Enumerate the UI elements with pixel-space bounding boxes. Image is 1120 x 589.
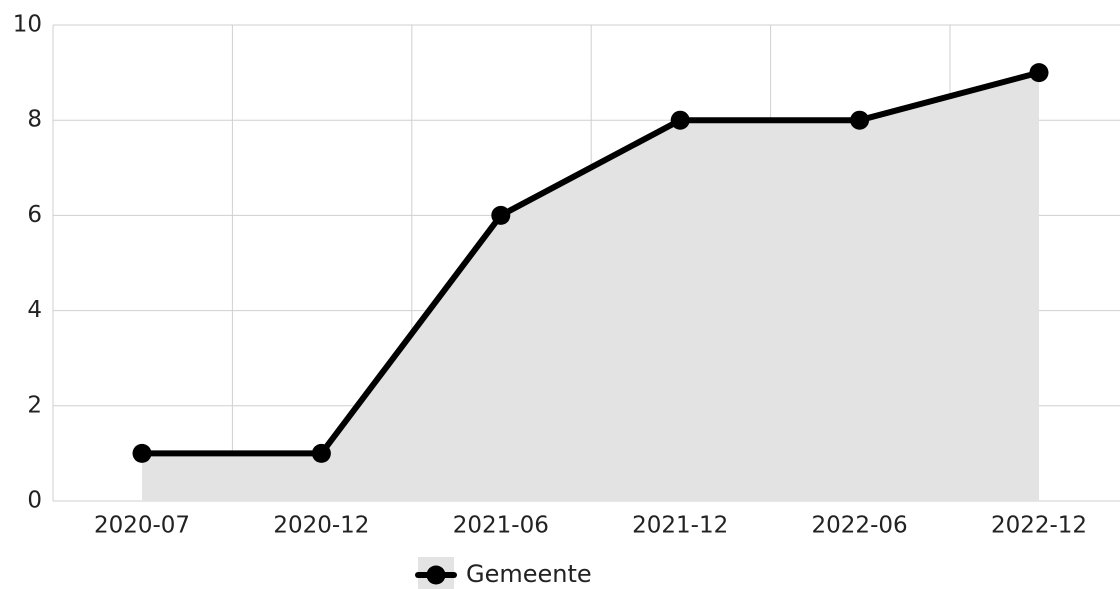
data-point-2021-12[interactable] (670, 110, 690, 130)
data-point-2020-07[interactable] (132, 443, 152, 463)
x-tick-label-2020-07: 2020-07 (94, 513, 190, 539)
y-tick-label-10: 10 (13, 12, 42, 38)
x-axis: 2020-07 2020-12 2021-06 2021-12 2022-06 2022-… (94, 513, 1087, 539)
series-area-layer (142, 72, 1039, 501)
x-tick-label-2021-12: 2021-12 (632, 513, 728, 539)
legend-label-gemeente[interactable]: Gemeente (466, 560, 592, 588)
series-line-layer (139, 69, 1042, 457)
data-point-2022-06[interactable] (850, 110, 870, 130)
legend-swatch-marker (426, 565, 446, 585)
series-area-gemeente (142, 72, 1039, 501)
y-tick-label-6: 6 (27, 202, 42, 228)
series-points-layer (132, 63, 1049, 463)
x-tick-label-2022-12: 2022-12 (991, 513, 1087, 539)
y-tick-label-4: 4 (27, 297, 42, 323)
x-tick-label-2021-06: 2021-06 (453, 513, 549, 539)
data-point-2021-06[interactable] (491, 205, 511, 225)
x-tick-label-2020-12: 2020-12 (273, 513, 369, 539)
series-line-gemeente (139, 69, 1042, 457)
y-axis: 0 2 4 6 8 10 (13, 12, 42, 514)
y-tick-label-8: 8 (27, 107, 42, 133)
x-tick-label-2022-06: 2022-06 (812, 513, 908, 539)
y-tick-label-2: 2 (27, 392, 42, 418)
y-tick-label-0: 0 (27, 488, 42, 514)
legend[interactable]: Gemeente (415, 557, 592, 589)
data-point-2020-12[interactable] (311, 443, 331, 463)
data-point-2022-12[interactable] (1029, 63, 1049, 83)
